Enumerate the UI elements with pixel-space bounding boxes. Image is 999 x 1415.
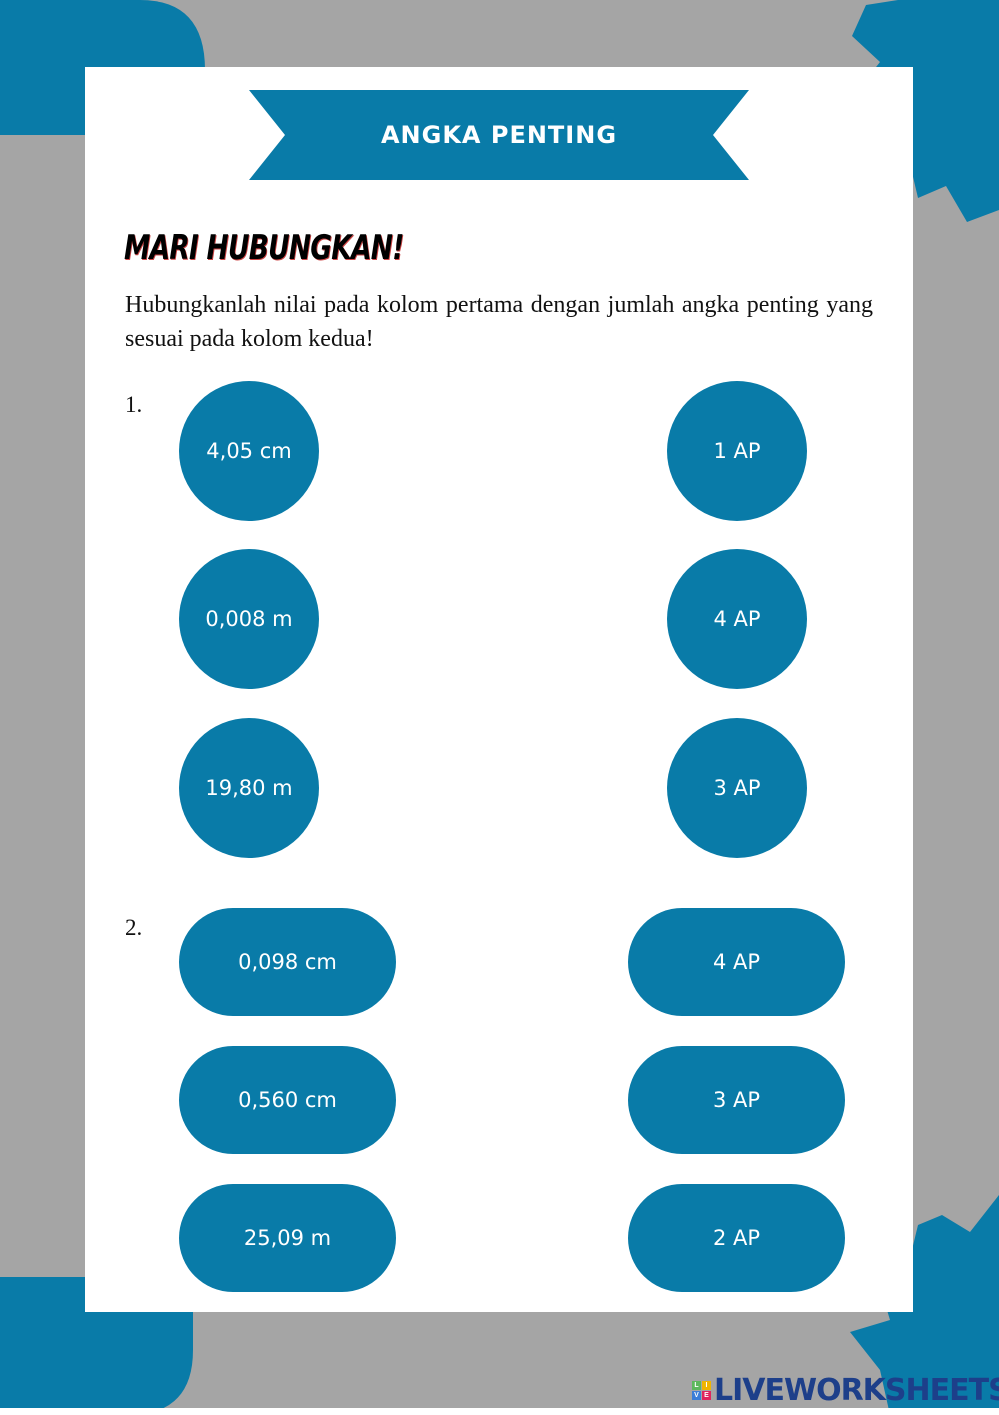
badge-letter: V bbox=[692, 1391, 701, 1400]
match-item-right[interactable]: 4 AP bbox=[628, 908, 845, 1016]
bottom-right-starburst bbox=[850, 1195, 999, 1415]
match-item-right[interactable]: 1 AP bbox=[667, 381, 807, 521]
match-item-right[interactable]: 3 AP bbox=[667, 718, 807, 858]
match-item-left[interactable]: 0,098 cm bbox=[179, 908, 396, 1016]
match-item-left[interactable]: 25,09 m bbox=[179, 1184, 396, 1292]
badge-letter: E bbox=[702, 1391, 711, 1400]
logo-badge-icon: L I V E bbox=[692, 1381, 711, 1400]
liveworksheets-logo: L I V E LIVEWORKSHEETS bbox=[692, 1373, 999, 1408]
match-item-left[interactable]: 0,008 m bbox=[179, 549, 319, 689]
match-item-right[interactable]: 2 AP bbox=[628, 1184, 845, 1292]
instruction-text: Hubungkanlah nilai pada kolom pertama de… bbox=[125, 292, 873, 352]
match-item-left[interactable]: 4,05 cm bbox=[179, 381, 319, 521]
match-item-left[interactable]: 19,80 m bbox=[179, 718, 319, 858]
watermark-text: LIVEWORKSHEETS bbox=[714, 1373, 999, 1408]
badge-letter: L bbox=[692, 1381, 701, 1390]
match-item-right[interactable]: 3 AP bbox=[628, 1046, 845, 1154]
section-heading: MARI HUBUNGKAN! bbox=[124, 228, 404, 268]
page-title: ANGKA PENTING bbox=[380, 121, 618, 149]
match-item-right[interactable]: 4 AP bbox=[667, 549, 807, 689]
question-number: 1. bbox=[125, 392, 143, 417]
badge-letter: I bbox=[702, 1381, 711, 1390]
question-number: 2. bbox=[125, 915, 143, 940]
match-item-left[interactable]: 0,560 cm bbox=[179, 1046, 396, 1154]
title-ribbon bbox=[249, 90, 749, 180]
